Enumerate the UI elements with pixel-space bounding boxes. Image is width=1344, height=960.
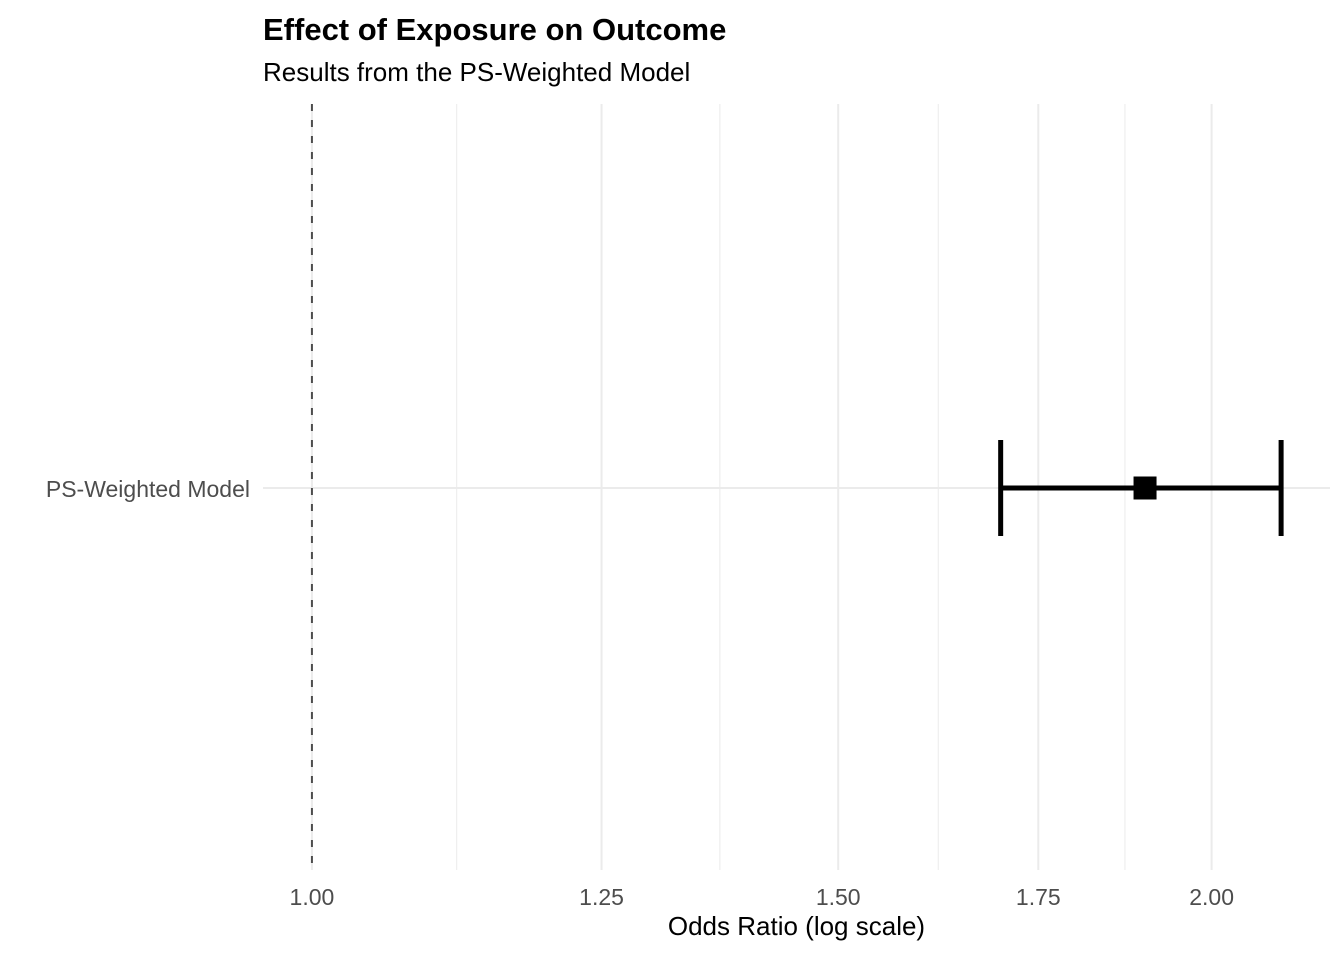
plot-subtitle: Results from the PS-Weighted Model [263,57,691,87]
x-tick-label: 1.25 [579,884,624,910]
y-axis-category-label: PS-Weighted Model [45,476,250,502]
x-axis-title: Odds Ratio (log scale) [667,911,926,941]
plot-panel [263,104,1330,870]
x-tick-label: 2.00 [1189,884,1234,910]
point-estimate-marker [1133,476,1157,500]
panel-canvas [263,104,1330,870]
x-tick-label: 1.00 [289,884,335,910]
plot-title: Effect of Exposure on Outcome [263,12,727,47]
x-tick-label: 1.75 [1015,884,1061,910]
x-tick-label: 1.50 [815,884,861,910]
